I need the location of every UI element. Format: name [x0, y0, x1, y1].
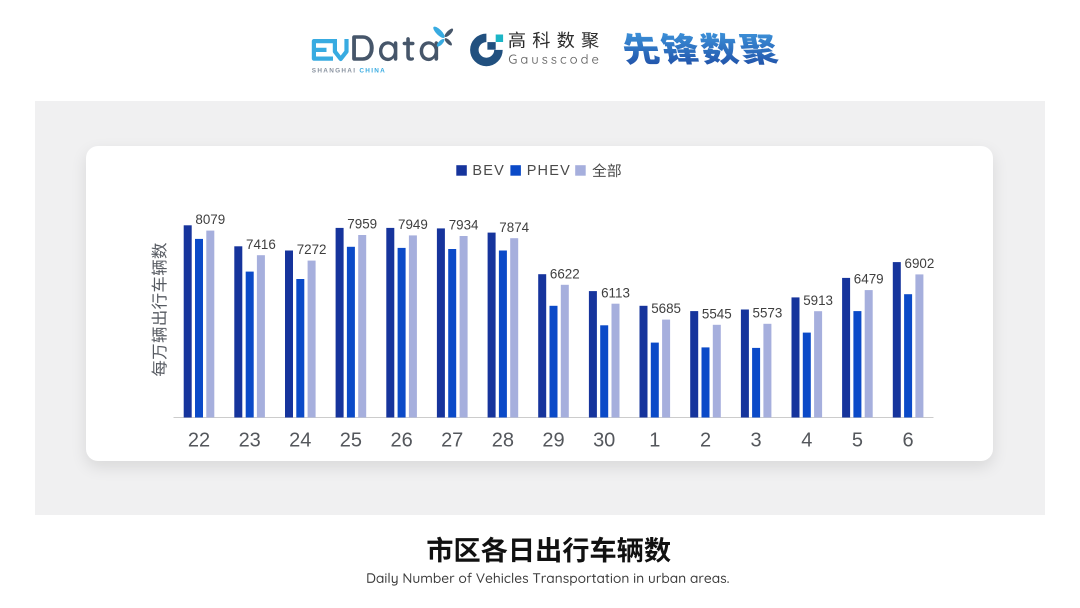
svg-text:23: 23	[239, 429, 261, 451]
svg-text:28: 28	[492, 429, 514, 451]
svg-text:7874: 7874	[499, 220, 529, 235]
svg-text:24: 24	[289, 429, 311, 451]
svg-text:25: 25	[340, 429, 362, 451]
svg-text:6479: 6479	[854, 272, 884, 287]
svg-text:BEV: BEV	[472, 163, 505, 179]
svg-text:7959: 7959	[347, 217, 377, 232]
svg-text:6113: 6113	[601, 285, 630, 300]
svg-text:3: 3	[751, 429, 762, 451]
svg-text:30: 30	[593, 429, 615, 451]
svg-text:6622: 6622	[550, 266, 580, 281]
svg-text:27: 27	[441, 429, 463, 451]
svg-text:5573: 5573	[753, 305, 783, 320]
svg-text:7949: 7949	[398, 217, 428, 232]
svg-text:SHANGHAI CHINA: SHANGHAI CHINA	[312, 68, 386, 75]
svg-text:4: 4	[801, 429, 812, 451]
svg-text:6902: 6902	[905, 256, 935, 271]
svg-text:7416: 7416	[246, 237, 276, 252]
svg-text:8079: 8079	[195, 212, 225, 227]
svg-text:PHEV: PHEV	[527, 163, 571, 179]
svg-text:2: 2	[700, 429, 711, 451]
svg-text:26: 26	[390, 429, 412, 451]
svg-text:5913: 5913	[803, 293, 833, 308]
svg-text:1: 1	[649, 429, 660, 451]
svg-text:6: 6	[903, 429, 914, 451]
svg-text:7934: 7934	[449, 218, 479, 233]
svg-text:5685: 5685	[651, 301, 681, 316]
svg-text:5: 5	[852, 429, 863, 451]
svg-text:29: 29	[542, 429, 564, 451]
svg-text:5545: 5545	[702, 306, 732, 321]
svg-text:7272: 7272	[297, 242, 327, 257]
svg-text:22: 22	[188, 429, 210, 451]
